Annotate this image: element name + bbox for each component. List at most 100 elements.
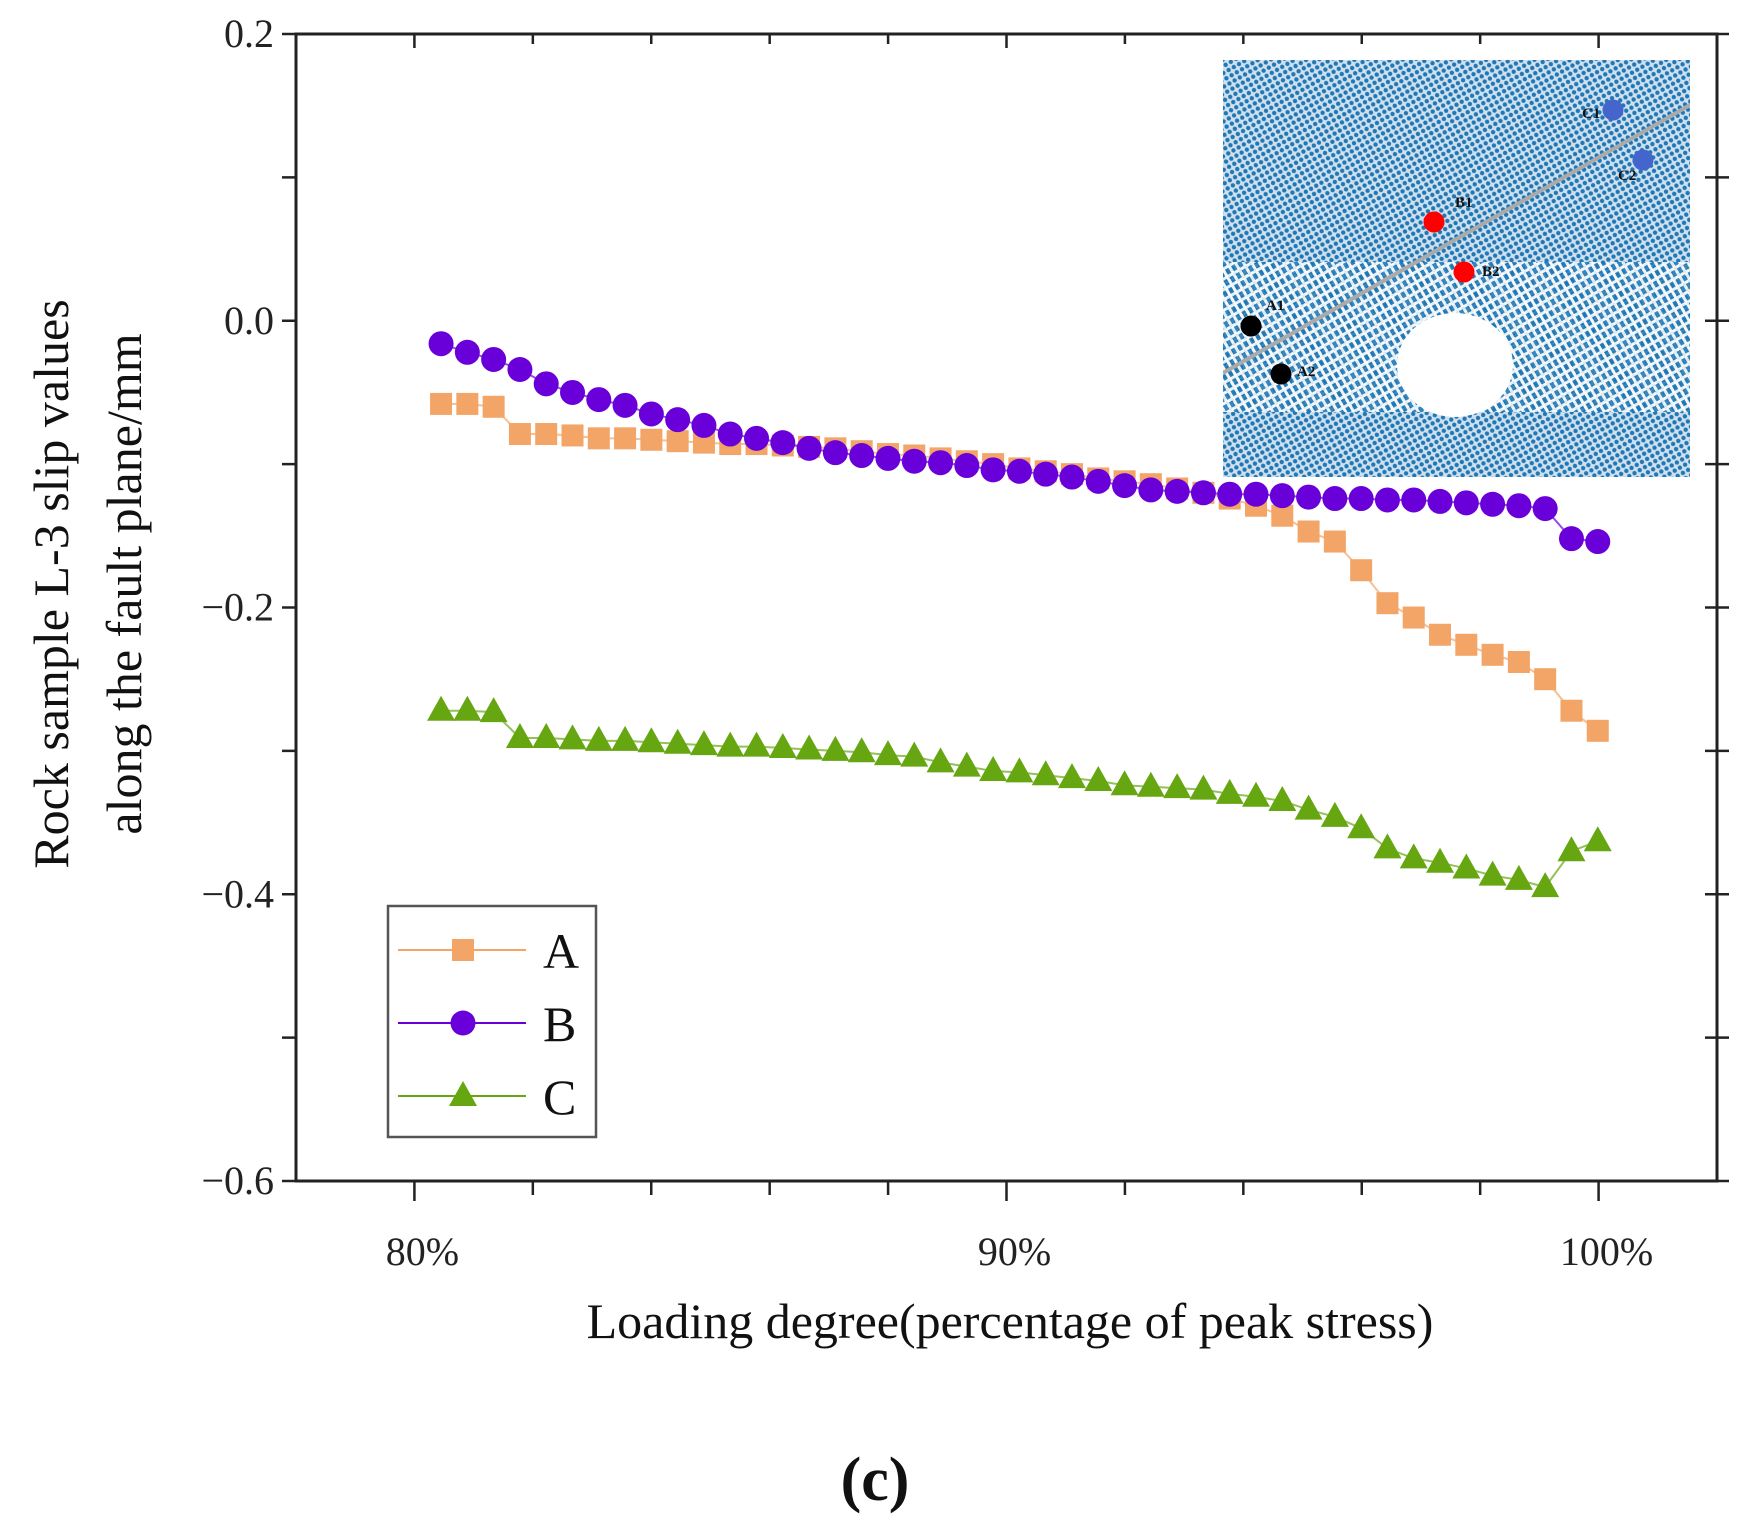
y-tick-label: −0.2 <box>201 585 274 630</box>
data-point-C <box>1531 872 1560 898</box>
legend-label-A: A <box>543 923 579 979</box>
data-point-C <box>1136 771 1165 797</box>
data-point-B <box>1164 478 1190 504</box>
data-point-C <box>1557 836 1586 862</box>
inset-label-A2: A2 <box>1297 364 1315 380</box>
data-point-A <box>430 392 453 415</box>
data-point-B <box>665 407 691 433</box>
y-tick-label: −0.6 <box>201 1158 274 1203</box>
data-point-C <box>1294 794 1323 820</box>
y-tick-label: 0.2 <box>224 11 274 56</box>
data-point-B <box>1322 486 1348 512</box>
data-point-B <box>1453 490 1479 516</box>
data-point-C <box>453 695 482 721</box>
data-point-A <box>561 424 584 447</box>
data-point-C <box>1189 774 1218 800</box>
y-axis-title: along the fault plane/mm <box>96 333 152 834</box>
data-point-A <box>692 431 715 454</box>
data-point-B <box>849 443 875 469</box>
data-point-C <box>1215 778 1244 804</box>
data-point-B <box>1033 461 1059 487</box>
inset-point-A2 <box>1270 363 1292 385</box>
data-point-C <box>637 727 666 753</box>
data-point-A <box>1350 559 1373 582</box>
data-point-B <box>454 339 480 365</box>
data-point-B <box>1190 480 1216 506</box>
data-point-B <box>1112 473 1138 499</box>
data-point-C <box>1110 770 1139 796</box>
data-point-C <box>768 733 797 759</box>
inset-point-A1 <box>1240 315 1262 337</box>
data-point-B <box>1243 481 1269 507</box>
axes <box>282 32 1729 1201</box>
data-point-A <box>1402 606 1425 629</box>
series-C <box>427 695 1612 898</box>
data-point-A <box>587 427 610 450</box>
legend-marker-B <box>450 1010 476 1036</box>
data-point-C <box>584 725 613 751</box>
data-point-C <box>611 725 640 751</box>
data-point-B <box>770 430 796 456</box>
data-point-A <box>1534 668 1557 691</box>
data-point-A <box>666 430 689 453</box>
inset-point-C1 <box>1602 99 1624 121</box>
y-tick-label: −0.4 <box>201 871 274 916</box>
inset-label-A1: A1 <box>1266 298 1284 314</box>
data-point-C <box>742 731 771 757</box>
inset-point-C2 <box>1632 149 1654 171</box>
data-point-B <box>1532 496 1558 522</box>
data-point-B <box>691 412 717 438</box>
data-point-B <box>980 457 1006 483</box>
data-point-C <box>689 730 718 756</box>
data-point-A <box>640 428 663 451</box>
data-point-B <box>954 453 980 479</box>
data-point-C <box>1452 853 1481 879</box>
data-point-A <box>1429 623 1452 646</box>
data-point-A <box>1376 592 1399 615</box>
data-point-C <box>1320 801 1349 827</box>
data-point-C <box>1478 860 1507 886</box>
data-point-B <box>1006 458 1032 484</box>
y-axis-title: Rock sample L-3 slip values <box>23 299 79 868</box>
data-point-B <box>1480 491 1506 517</box>
data-point-C <box>1031 760 1060 786</box>
data-point-B <box>875 445 901 471</box>
data-point-A <box>535 423 558 446</box>
data-point-B <box>1585 529 1611 555</box>
data-point-C <box>1504 864 1533 890</box>
data-point-C <box>1347 813 1376 839</box>
data-point-C <box>847 737 876 763</box>
legend-marker-C <box>449 1081 477 1106</box>
data-point-B <box>744 425 770 451</box>
data-point-A <box>614 427 637 450</box>
inset-point-B2 <box>1453 261 1475 283</box>
x-tick-label: 90% <box>978 1229 1051 1274</box>
data-point-C <box>1057 763 1086 789</box>
data-point-C <box>1005 757 1034 783</box>
data-point-B <box>1296 484 1322 510</box>
legend-marker-A <box>452 939 474 961</box>
legend-label-B: B <box>543 996 576 1052</box>
data-point-B <box>533 371 559 397</box>
data-point-C <box>1583 826 1612 852</box>
data-point-A <box>1560 699 1583 722</box>
data-point-C <box>427 695 456 721</box>
data-point-C <box>1242 781 1271 807</box>
data-point-B <box>428 331 454 357</box>
data-point-C <box>926 747 955 773</box>
data-point-A <box>1271 504 1294 527</box>
data-point-B <box>1558 526 1584 552</box>
data-point-C <box>663 728 692 754</box>
data-point-C <box>1163 773 1192 799</box>
data-point-A <box>1586 719 1609 742</box>
data-point-C <box>505 722 534 748</box>
data-point-B <box>928 450 954 476</box>
legend-label-C: C <box>543 1069 576 1125</box>
legend: ABC <box>386 904 598 1139</box>
text-layer: 80% 90% 100% 0.2 0.0 −0.2 −0.4 −0.6 Loading degr… <box>23 11 1653 1514</box>
data-point-C <box>1373 833 1402 859</box>
data-point-C <box>532 722 561 748</box>
data-point-C <box>979 755 1008 781</box>
data-point-C <box>795 734 824 760</box>
